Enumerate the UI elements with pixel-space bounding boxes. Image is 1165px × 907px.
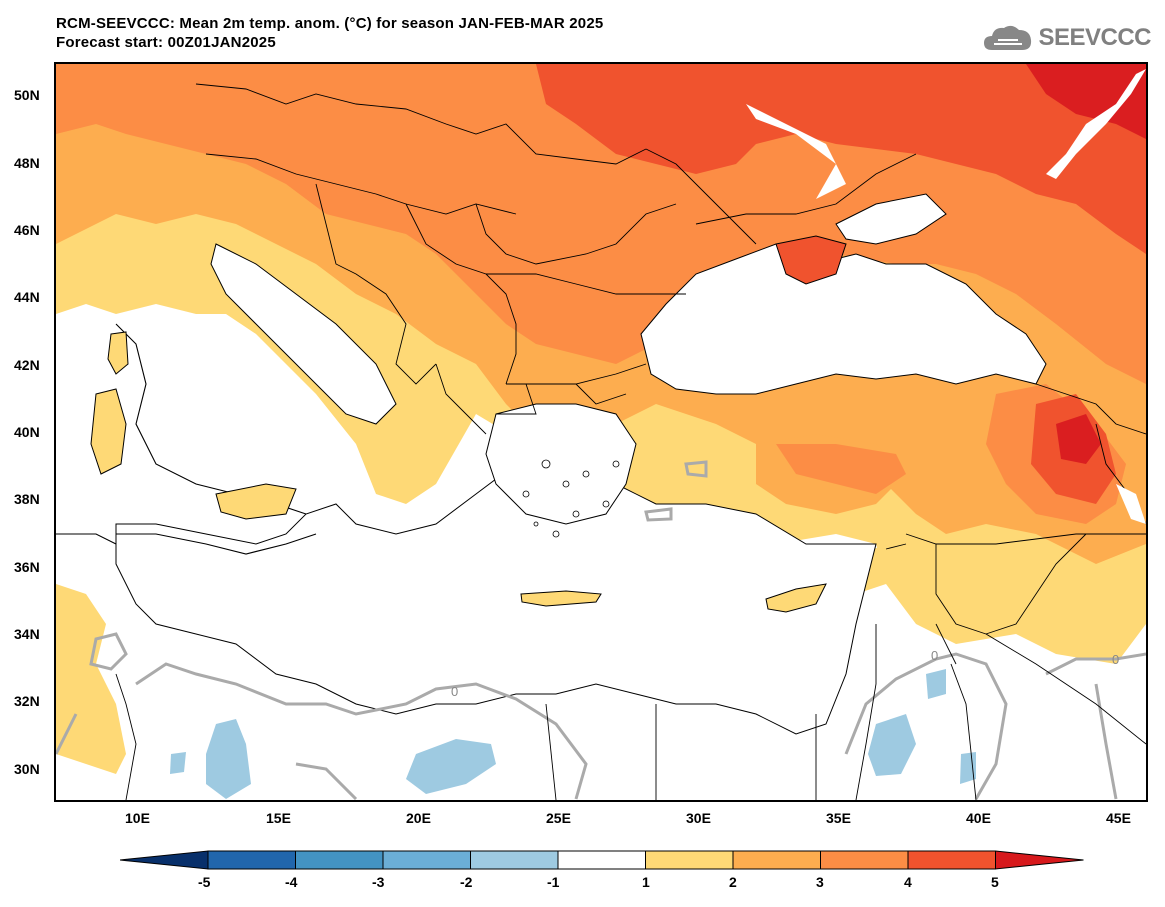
crimea bbox=[775, 235, 847, 285]
country-borders bbox=[115, 83, 1146, 800]
crete bbox=[520, 590, 602, 607]
lat-label: 48N bbox=[14, 155, 40, 171]
zero-contour-label-1: 0 bbox=[451, 684, 458, 699]
zero-contours bbox=[56, 460, 1146, 800]
lat-label: 36N bbox=[14, 559, 40, 575]
lon-label: 35E bbox=[826, 810, 851, 826]
lon-label: 25E bbox=[546, 810, 571, 826]
anomaly-band-4-5 bbox=[536, 64, 1146, 254]
lat-label: 44N bbox=[14, 289, 40, 305]
sardinia bbox=[90, 388, 127, 475]
data-gap-3 bbox=[1116, 484, 1146, 524]
lon-label: 30E bbox=[686, 810, 711, 826]
lon-label: 45E bbox=[1106, 810, 1131, 826]
anomaly-map: 0 0 0 bbox=[56, 64, 1146, 800]
lat-label: 42N bbox=[14, 357, 40, 373]
colorbar-arrow-low bbox=[119, 850, 209, 870]
azov-sea bbox=[835, 193, 947, 245]
zero-contour-label-2: 0 bbox=[931, 648, 938, 663]
colorbar-tick: -4 bbox=[285, 874, 298, 890]
colorbar-tick: -3 bbox=[372, 874, 385, 890]
lat-label: 40N bbox=[14, 424, 40, 440]
data-gap-2 bbox=[1046, 69, 1146, 179]
colorbar-arrow-high bbox=[995, 850, 1084, 870]
colorbar-segment bbox=[207, 850, 296, 870]
tyrrhenian-sea bbox=[136, 324, 306, 494]
colorbar-segment bbox=[382, 850, 471, 870]
colorbar-segment bbox=[470, 850, 559, 870]
colorbar-tick: -5 bbox=[198, 874, 211, 890]
title-line-2: Forecast start: 00Z01JAN2025 bbox=[56, 34, 276, 51]
colorbar-tick: 5 bbox=[991, 874, 999, 890]
colorbar bbox=[119, 848, 1090, 877]
colorbar-segment bbox=[907, 850, 996, 870]
mediterranean-sea bbox=[115, 443, 877, 735]
colorbar-segment bbox=[820, 850, 909, 870]
lon-label: 10E bbox=[125, 810, 150, 826]
map-panel: 0 0 0 bbox=[54, 62, 1148, 802]
corsica bbox=[107, 331, 129, 375]
lat-label: 32N bbox=[14, 693, 40, 709]
colorbar-svg bbox=[119, 850, 1084, 870]
cyprus bbox=[765, 583, 827, 613]
colorbar-segment bbox=[645, 850, 734, 870]
data-gap-1 bbox=[746, 104, 846, 199]
colorbar-tick: 4 bbox=[904, 874, 912, 890]
colorbar-segment bbox=[557, 850, 646, 870]
colorbar-tick: 1 bbox=[642, 874, 650, 890]
colorbar-tick: 3 bbox=[816, 874, 824, 890]
title-line-1: RCM-SEEVCCC: Mean 2m temp. anom. (°C) fo… bbox=[56, 15, 604, 32]
colorbar-tick: -1 bbox=[547, 874, 560, 890]
sicily bbox=[215, 483, 297, 520]
cloud-icon bbox=[984, 25, 1032, 50]
adriatic-sea bbox=[210, 243, 397, 425]
lat-label: 50N bbox=[14, 87, 40, 103]
aegean-islands bbox=[522, 459, 620, 538]
seevccc-logo: SEEVCCC bbox=[982, 22, 1151, 54]
colorbar-tick: 2 bbox=[729, 874, 737, 890]
logo-text: SEEVCCC bbox=[1038, 24, 1151, 51]
lat-label: 46N bbox=[14, 222, 40, 238]
colorbar-segment bbox=[295, 850, 384, 870]
lat-label: 34N bbox=[14, 626, 40, 642]
zero-contour-label-3: 0 bbox=[1112, 652, 1119, 667]
lon-label: 20E bbox=[406, 810, 431, 826]
lon-label: 40E bbox=[966, 810, 991, 826]
colorbar-tick: -2 bbox=[460, 874, 473, 890]
colorbar-segment bbox=[732, 850, 821, 870]
anomaly-band-5-plus bbox=[1026, 64, 1146, 139]
lon-label: 15E bbox=[266, 810, 291, 826]
lat-label: 30N bbox=[14, 761, 40, 777]
anomaly-band-neg-2-1 bbox=[206, 719, 251, 799]
map-title: RCM-SEEVCCC: Mean 2m temp. anom. (°C) fo… bbox=[56, 14, 603, 52]
lat-label: 38N bbox=[14, 491, 40, 507]
